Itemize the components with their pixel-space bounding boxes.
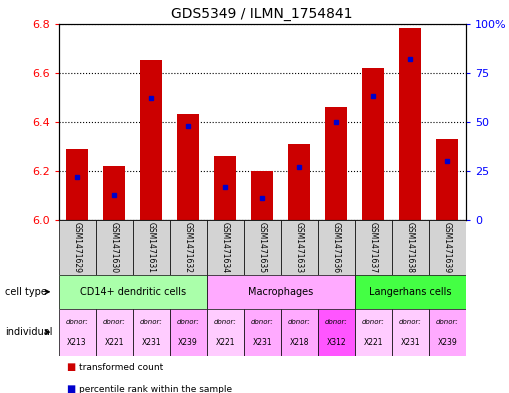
Text: ■: ■ — [66, 384, 75, 393]
Text: individual: individual — [5, 327, 52, 337]
Bar — [392, 220, 429, 275]
Text: GSM1471635: GSM1471635 — [258, 222, 267, 273]
Bar — [96, 220, 132, 275]
Bar — [318, 309, 355, 356]
Text: donor:: donor: — [66, 319, 89, 325]
Text: donor:: donor: — [288, 319, 310, 325]
Bar — [177, 114, 199, 220]
Bar — [288, 144, 310, 220]
Text: donor:: donor: — [177, 319, 200, 325]
Text: ■: ■ — [66, 362, 75, 373]
Bar — [251, 171, 273, 220]
Text: X221: X221 — [215, 338, 235, 347]
Bar — [66, 149, 88, 220]
Text: donor:: donor: — [139, 319, 162, 325]
Bar — [325, 107, 347, 220]
Text: donor:: donor: — [103, 319, 125, 325]
Text: X239: X239 — [178, 338, 198, 347]
Bar — [207, 275, 355, 309]
Bar — [59, 220, 96, 275]
Text: X231: X231 — [401, 338, 420, 347]
Text: Macrophages: Macrophages — [248, 287, 313, 297]
Text: percentile rank within the sample: percentile rank within the sample — [79, 385, 232, 393]
Bar — [244, 220, 280, 275]
Bar — [429, 220, 466, 275]
Text: GSM1471629: GSM1471629 — [73, 222, 81, 273]
Bar — [280, 220, 318, 275]
Bar — [96, 309, 132, 356]
Text: cell type: cell type — [5, 287, 47, 297]
Bar — [59, 309, 96, 356]
Bar — [362, 68, 384, 220]
Text: CD14+ dendritic cells: CD14+ dendritic cells — [79, 287, 186, 297]
Title: GDS5349 / ILMN_1754841: GDS5349 / ILMN_1754841 — [172, 7, 353, 21]
Text: X312: X312 — [326, 338, 346, 347]
Text: GSM1471636: GSM1471636 — [332, 222, 341, 273]
Bar — [132, 309, 169, 356]
Bar — [140, 61, 162, 220]
Bar — [103, 166, 125, 220]
Bar — [392, 309, 429, 356]
Text: X218: X218 — [290, 338, 309, 347]
Bar — [59, 275, 207, 309]
Bar — [280, 309, 318, 356]
Text: GSM1471633: GSM1471633 — [295, 222, 304, 273]
Bar — [399, 29, 421, 220]
Text: donor:: donor: — [436, 319, 459, 325]
Text: GSM1471637: GSM1471637 — [369, 222, 378, 273]
Text: GSM1471639: GSM1471639 — [443, 222, 451, 273]
Bar — [207, 309, 244, 356]
Bar — [355, 220, 392, 275]
Bar — [244, 309, 280, 356]
Bar — [207, 220, 244, 275]
Bar — [355, 275, 466, 309]
Text: donor:: donor: — [325, 319, 348, 325]
Text: GSM1471630: GSM1471630 — [109, 222, 119, 273]
Text: X239: X239 — [437, 338, 457, 347]
Bar — [355, 309, 392, 356]
Text: GSM1471632: GSM1471632 — [184, 222, 192, 273]
Bar — [169, 309, 207, 356]
Text: donor:: donor: — [251, 319, 273, 325]
Text: GSM1471638: GSM1471638 — [406, 222, 415, 273]
Text: donor:: donor: — [214, 319, 237, 325]
Text: X221: X221 — [363, 338, 383, 347]
Text: X221: X221 — [104, 338, 124, 347]
Bar — [429, 309, 466, 356]
Bar — [169, 220, 207, 275]
Bar — [214, 156, 236, 220]
Text: donor:: donor: — [362, 319, 385, 325]
Text: Langerhans cells: Langerhans cells — [369, 287, 451, 297]
Text: GSM1471631: GSM1471631 — [147, 222, 156, 273]
Bar — [436, 139, 458, 220]
Bar — [132, 220, 169, 275]
Text: GSM1471634: GSM1471634 — [220, 222, 230, 273]
Text: transformed count: transformed count — [79, 363, 163, 372]
Bar — [318, 220, 355, 275]
Text: X213: X213 — [67, 338, 87, 347]
Text: donor:: donor: — [399, 319, 421, 325]
Text: X231: X231 — [142, 338, 161, 347]
Text: X231: X231 — [252, 338, 272, 347]
